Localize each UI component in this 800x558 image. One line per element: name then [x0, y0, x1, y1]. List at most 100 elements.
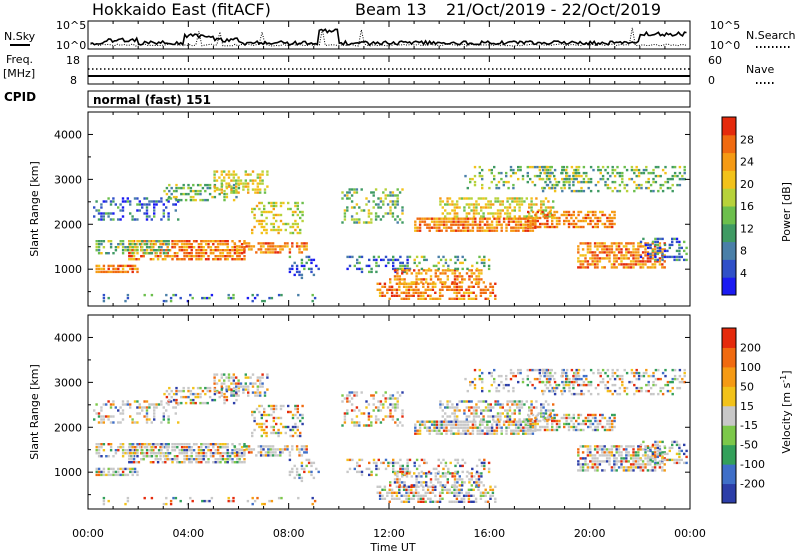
echo-cell [540, 406, 542, 408]
echo-cell [449, 289, 451, 291]
echo-cell [501, 433, 503, 435]
echo-cell [655, 369, 657, 371]
echo-cell [450, 462, 452, 464]
echo-cell [545, 197, 547, 199]
echo-cell [664, 181, 666, 183]
echo-cell [436, 424, 438, 426]
echo-cell [575, 172, 577, 174]
echo-cell [421, 459, 423, 461]
echo-cell [188, 240, 190, 242]
echo-cell [516, 203, 518, 205]
echo-cell [261, 179, 263, 181]
echo-cell [509, 206, 511, 208]
echo-cell [406, 475, 408, 477]
echo-cell [233, 176, 235, 178]
echo-cell [344, 209, 346, 211]
echo-cell [110, 403, 112, 405]
echo-cell [429, 295, 431, 297]
echo-cell [609, 417, 611, 419]
echo-cell [519, 169, 521, 171]
echo-cell [389, 194, 391, 196]
echo-cell [214, 399, 216, 401]
echo-cell [226, 196, 228, 198]
echo-cell [547, 375, 549, 377]
echo-cell [160, 403, 162, 405]
echo-cell [221, 373, 223, 375]
echo-cell [604, 445, 606, 447]
echo-cell [628, 460, 630, 462]
echo-cell [207, 187, 209, 189]
echo-cell [399, 278, 401, 280]
echo-cell [251, 411, 253, 413]
echo-cell [151, 421, 153, 423]
echo-cell [377, 215, 379, 217]
echo-cell [561, 381, 563, 383]
echo-cell [190, 402, 192, 404]
echo-cell [505, 433, 507, 435]
echo-cell [619, 393, 621, 395]
echo-cell [606, 457, 608, 459]
echo-cell [351, 188, 353, 190]
echo-cell [144, 249, 146, 251]
echo-cell [132, 468, 134, 470]
echo-cell [148, 246, 150, 248]
echo-cell [344, 212, 346, 214]
echo-cell [234, 449, 236, 451]
echo-cell [618, 466, 620, 468]
echo-cell [160, 218, 162, 220]
echo-cell [455, 218, 457, 220]
echo-cell [430, 275, 432, 277]
echo-cell [576, 190, 578, 192]
echo-cell [195, 199, 197, 201]
echo-cell [625, 448, 627, 450]
echo-cell [460, 427, 462, 429]
colorbar-segment [722, 277, 736, 295]
echo-cell [122, 452, 124, 454]
echo-cell [124, 200, 126, 202]
echo-cell [199, 387, 201, 389]
echo-cell [613, 463, 615, 465]
echo-cell [457, 424, 459, 426]
echo-cell [650, 375, 652, 377]
echo-cell [289, 226, 291, 228]
echo-cell [198, 455, 200, 457]
echo-cell [685, 253, 687, 255]
echo-cell [392, 462, 394, 464]
echo-cell [103, 443, 105, 445]
echo-cell [485, 501, 487, 503]
echo-cell [625, 257, 627, 259]
echo-cell [444, 209, 446, 211]
echo-cell [667, 384, 669, 386]
echo-cell [448, 424, 450, 426]
echo-cell [649, 266, 651, 268]
echo-cell [390, 259, 392, 261]
echo-cell [480, 197, 482, 199]
echo-cell [200, 452, 202, 454]
echo-cell [549, 211, 551, 213]
echo-cell [445, 224, 447, 226]
echo-cell [473, 278, 475, 280]
echo-cell [98, 421, 100, 423]
echo-cell [394, 406, 396, 408]
echo-cell [396, 269, 398, 271]
echo-cell [136, 412, 138, 414]
echo-cell [475, 200, 477, 202]
echo-cell [439, 272, 441, 274]
echo-cell [473, 292, 475, 294]
echo-cell [475, 406, 477, 408]
echo-cell [417, 421, 419, 423]
echo-cell [550, 409, 552, 411]
echo-cell [531, 181, 533, 183]
noise-right-tick-bottom: 10^0 [710, 39, 740, 52]
echo-cell [356, 415, 358, 417]
echo-cell [543, 172, 545, 174]
echo-cell [608, 457, 610, 459]
echo-cell [401, 209, 403, 211]
echo-cell [637, 445, 639, 447]
echo-cell [630, 457, 632, 459]
echo-cell [454, 212, 456, 214]
echo-cell [211, 399, 213, 401]
echo-cell [139, 203, 141, 205]
echo-cell [405, 501, 407, 503]
